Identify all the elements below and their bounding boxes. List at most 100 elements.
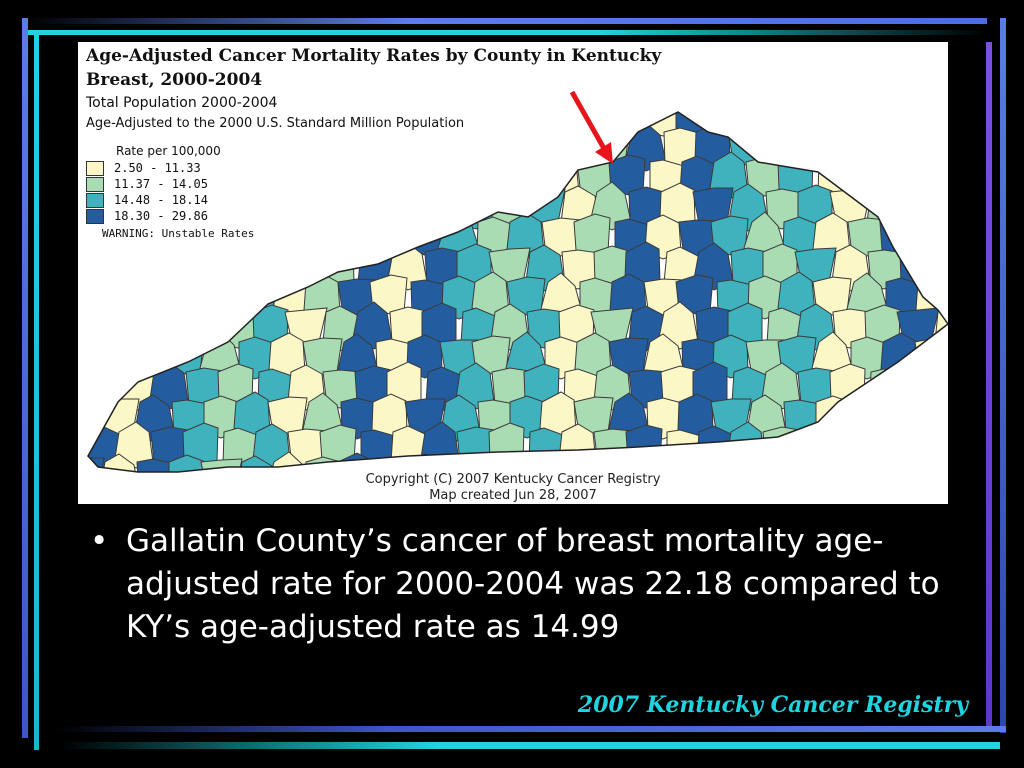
county-region (255, 249, 294, 290)
frame-bar-right-purple (986, 42, 992, 732)
county-region (135, 275, 172, 320)
legend-item-1: 2.50 - 11.33 (86, 160, 254, 176)
county-region (780, 454, 816, 472)
county-region (88, 457, 105, 472)
county-region (556, 121, 594, 167)
county-region (184, 303, 224, 351)
county-region (748, 458, 786, 472)
county-region (284, 181, 326, 231)
county-region (879, 213, 917, 255)
county-region (625, 424, 663, 466)
bullet-text: Gallatin County’s cancer of breast morta… (126, 523, 940, 645)
county-region (165, 271, 204, 318)
county-region (115, 302, 151, 346)
county-region (421, 128, 463, 166)
county-region (812, 458, 855, 472)
county-region (849, 455, 889, 472)
county-region (896, 181, 938, 231)
county-region (869, 368, 906, 413)
county-region (403, 151, 443, 199)
county-region (852, 112, 889, 143)
legend-label-2: 11.37 - 14.05 (114, 177, 208, 191)
county-region (934, 186, 948, 229)
bullet-icon: • (90, 523, 109, 559)
county-region (914, 337, 948, 376)
county-region (744, 112, 784, 140)
footer-source: 2007 Kentucky Cancer Registry (577, 692, 968, 718)
county-region (219, 244, 259, 292)
frame-bar-bottom-cyan (60, 742, 1000, 749)
county-region (284, 126, 325, 165)
county-region (812, 112, 849, 136)
county-region (879, 451, 921, 472)
county-region (136, 458, 174, 472)
county-region (88, 274, 102, 315)
bullet-point: • Gallatin County’s cancer of breast mor… (90, 520, 970, 649)
county-region (506, 112, 543, 136)
county-region (88, 338, 106, 381)
frame-bar-top-cyan (22, 30, 987, 35)
county-region (899, 428, 939, 468)
county-region (934, 369, 948, 409)
county-region (308, 218, 344, 262)
county-region (666, 429, 702, 472)
county-region (88, 361, 116, 405)
county-region (834, 427, 871, 472)
county-region (386, 187, 428, 225)
county-region (832, 125, 868, 169)
red-arrow-pointer (569, 90, 613, 164)
county-region (931, 424, 948, 466)
map-legend: Rate per 100,000 2.50 - 11.33 11.37 - 14… (86, 144, 254, 240)
county-region (99, 453, 140, 472)
county-region (104, 279, 141, 322)
legend-item-3: 14.48 - 18.14 (86, 192, 254, 208)
legend-title: Rate per 100,000 (116, 144, 221, 158)
county-region (899, 364, 938, 411)
frame-bar-left-cyan (34, 30, 39, 750)
county-region (88, 306, 121, 348)
legend-swatch-1 (86, 160, 104, 176)
county-region (267, 451, 309, 472)
map-copyright: Copyright (C) 2007 Kentucky Cancer Regis… (328, 472, 698, 504)
county-region (914, 154, 948, 196)
county-region (762, 426, 801, 467)
county-region (528, 427, 565, 472)
county-map-panel: Age-Adjusted Cancer Mortality Rates by C… (78, 42, 948, 504)
county-region (88, 242, 122, 291)
county-region (456, 426, 495, 467)
county-region (100, 334, 137, 379)
legend-label-4: 18.30 - 29.86 (114, 209, 208, 223)
legend-swatch-4 (86, 208, 104, 224)
frame-bar-right-blue (1000, 18, 1006, 733)
county-region (920, 218, 948, 262)
county-region (182, 247, 225, 286)
county-region (511, 157, 548, 202)
county-region (879, 396, 920, 435)
county-region (783, 399, 821, 441)
frame-bar-left-blue (22, 18, 28, 738)
county-region (780, 112, 819, 138)
county-region (338, 214, 376, 260)
county-region (711, 453, 752, 472)
county-region (88, 393, 102, 438)
county-region (696, 425, 734, 471)
county-region (422, 183, 463, 232)
county-region (343, 159, 379, 203)
county-region (200, 276, 240, 316)
county-region (914, 392, 948, 442)
county-region (287, 245, 324, 288)
county-region (930, 241, 948, 286)
legend-item-2: 11.37 - 14.05 (86, 176, 254, 192)
county-region (267, 213, 305, 255)
county-region (353, 182, 390, 227)
map-title: Age-Adjusted Cancer Mortality Rates by C… (86, 46, 662, 66)
county-region (457, 124, 498, 173)
county-region (168, 454, 204, 472)
legend-label-1: 2.50 - 11.33 (114, 161, 201, 175)
county-region (917, 456, 948, 472)
county-region (862, 121, 900, 167)
county-region (526, 125, 562, 169)
county-region (471, 152, 508, 195)
county-region (845, 391, 883, 437)
copyright-text: Copyright (C) 2007 Kentucky Cancer Regis… (365, 472, 661, 487)
